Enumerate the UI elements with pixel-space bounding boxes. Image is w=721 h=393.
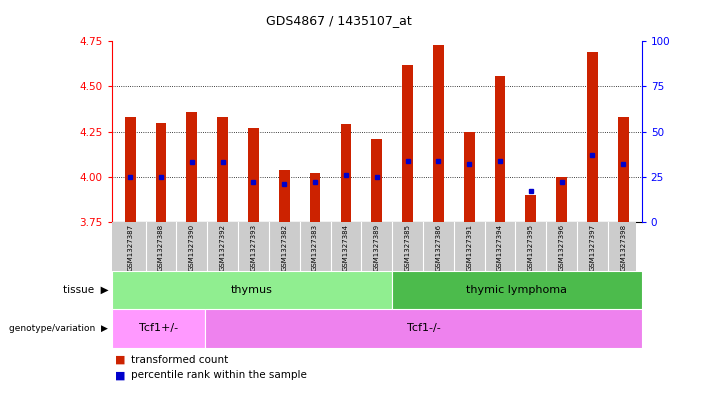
Text: GSM1327390: GSM1327390 [189, 224, 195, 271]
Text: GDS4867 / 1435107_at: GDS4867 / 1435107_at [266, 14, 412, 27]
Bar [618, 117, 629, 222]
Text: percentile rank within the sample: percentile rank within the sample [131, 370, 307, 380]
Text: GSM1327387: GSM1327387 [127, 224, 133, 271]
Bar [392, 271, 642, 309]
Bar [464, 132, 474, 222]
Text: thymic lymphoma: thymic lymphoma [466, 285, 567, 295]
Text: GSM1327391: GSM1327391 [466, 224, 472, 271]
Bar [402, 65, 413, 222]
Text: GSM1327389: GSM1327389 [373, 224, 380, 271]
Bar [587, 52, 598, 222]
Text: GSM1327383: GSM1327383 [312, 224, 318, 271]
Text: GSM1327384: GSM1327384 [343, 224, 349, 270]
Bar [248, 128, 259, 222]
Text: Tcf1-/-: Tcf1-/- [407, 323, 441, 333]
Text: GSM1327398: GSM1327398 [620, 224, 627, 271]
Bar [217, 117, 228, 222]
Bar [279, 170, 290, 222]
Text: GSM1327386: GSM1327386 [435, 224, 441, 271]
Text: ■: ■ [115, 370, 126, 380]
Text: thymus: thymus [231, 285, 273, 295]
Bar [526, 195, 536, 222]
Text: transformed count: transformed count [131, 354, 229, 365]
Text: Tcf1+/-: Tcf1+/- [139, 323, 178, 333]
Text: ■: ■ [115, 354, 126, 365]
Bar [371, 139, 382, 222]
Bar [125, 117, 136, 222]
Bar [556, 177, 567, 222]
Text: genotype/variation  ▶: genotype/variation ▶ [9, 324, 108, 332]
Text: GSM1327393: GSM1327393 [250, 224, 257, 271]
Text: GSM1327388: GSM1327388 [158, 224, 164, 271]
Text: tissue  ▶: tissue ▶ [63, 285, 108, 295]
Bar [112, 309, 205, 348]
Text: GSM1327392: GSM1327392 [220, 224, 226, 270]
Text: GSM1327396: GSM1327396 [559, 224, 565, 271]
Text: GSM1327385: GSM1327385 [404, 224, 410, 270]
Text: GSM1327382: GSM1327382 [281, 224, 287, 270]
Text: GSM1327394: GSM1327394 [497, 224, 503, 270]
Bar [205, 309, 642, 348]
Bar [340, 125, 351, 222]
Bar [310, 173, 321, 222]
Text: GSM1327397: GSM1327397 [589, 224, 596, 271]
Bar [495, 75, 505, 222]
Bar [187, 112, 198, 222]
Text: GSM1327395: GSM1327395 [528, 224, 534, 270]
Bar [112, 271, 392, 309]
Bar [433, 45, 443, 222]
Bar [156, 123, 167, 222]
